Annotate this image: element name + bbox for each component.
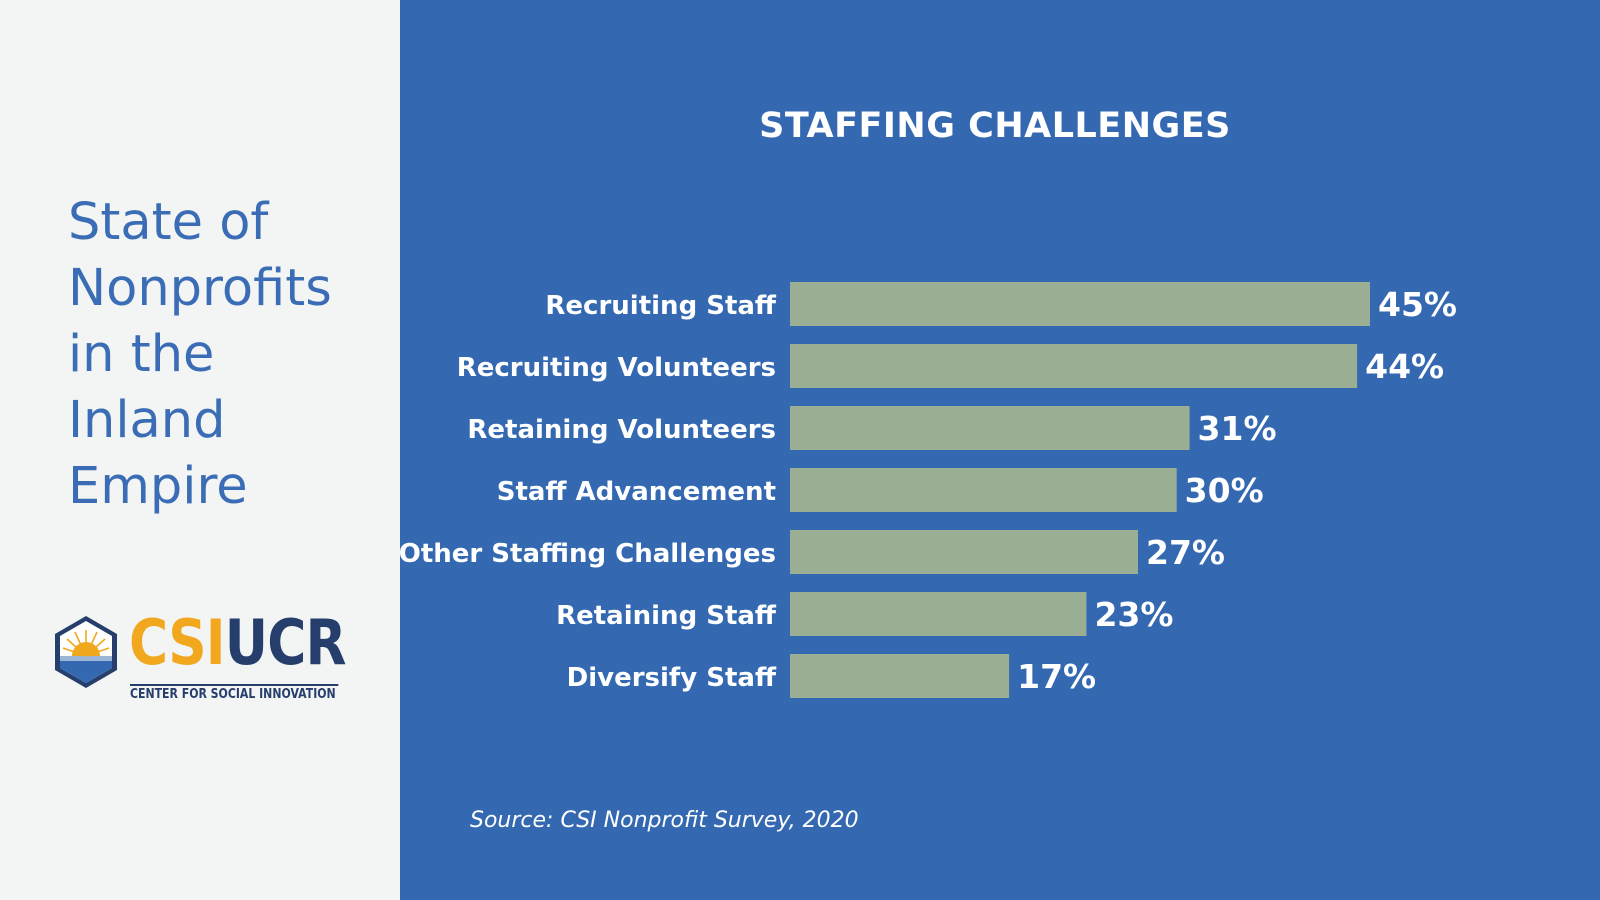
value-label: 44% <box>1365 347 1444 386</box>
title-line-4: Inland <box>68 391 226 450</box>
category-label: Staff Advancement <box>497 477 776 507</box>
logo-subtitle: CENTER FOR SOCIAL INNOVATION <box>130 684 339 702</box>
csi-ucr-logo: CSIUCR CENTER FOR SOCIAL INNOVATION <box>53 610 347 702</box>
bar <box>790 344 1358 388</box>
bar <box>790 406 1190 450</box>
bar <box>790 530 1138 574</box>
value-label: 45% <box>1378 285 1457 324</box>
page-title: State of Nonprofits in the Inland Empire <box>68 190 388 520</box>
category-label: Recruiting Volunteers <box>457 353 776 383</box>
value-label: 17% <box>1017 657 1096 696</box>
bar <box>790 654 1010 698</box>
category-label: Diversify Staff <box>567 663 777 693</box>
value-label: 23% <box>1094 595 1173 634</box>
value-label: 31% <box>1198 409 1277 448</box>
title-line-3: in the <box>68 325 215 384</box>
category-label: Recruiting Staff <box>545 291 777 321</box>
logo-ucr-text: UCR <box>224 606 347 679</box>
bar <box>790 592 1087 636</box>
source-note: Source: CSI Nonprofit Survey, 2020 <box>470 808 859 833</box>
title-line-5: Empire <box>68 457 248 516</box>
logo-csi-text: CSI <box>129 606 226 679</box>
category-label: Other Staffing Challenges <box>400 539 776 569</box>
category-label: Retaining Staff <box>556 601 777 631</box>
sunrise-hexagon-icon <box>55 616 117 688</box>
sidebar-panel: State of Nonprofits in the Inland Empire <box>0 0 400 900</box>
chart-title: STAFFING CHALLENGES <box>759 106 1231 146</box>
value-label: 27% <box>1146 533 1225 572</box>
value-label: 30% <box>1185 471 1264 510</box>
title-line-1: State of <box>68 193 269 252</box>
bar <box>790 468 1177 512</box>
bar-chart: Recruiting Staff 45% Recruiting Volunteers… <box>400 282 1457 698</box>
logo-wordmark: CSIUCR <box>129 610 347 676</box>
category-label: Retaining Volunteers <box>467 415 776 445</box>
bar <box>790 282 1370 326</box>
title-line-2: Nonprofits <box>68 259 332 318</box>
